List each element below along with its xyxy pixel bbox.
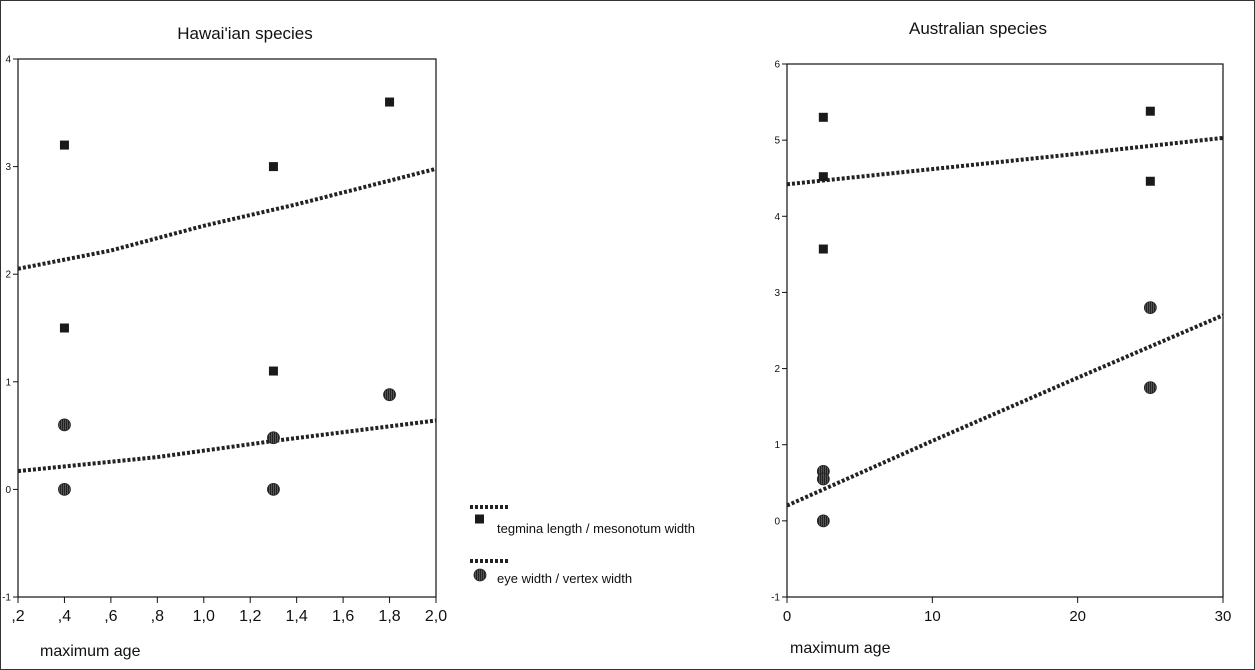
y-tick-label: 3	[5, 162, 11, 173]
y-tick-label: 4	[5, 55, 11, 66]
data-point-square	[818, 112, 828, 122]
chart-title: Australian species	[909, 19, 1047, 38]
y-tick-label: 1	[774, 440, 780, 451]
x-tick-label: 2,0	[425, 608, 447, 625]
data-point-circle	[58, 482, 71, 496]
x-tick-label: 30	[1215, 608, 1232, 625]
y-tick-label: -1	[771, 593, 780, 604]
x-tick-label: 0	[783, 608, 791, 625]
data-point-square	[818, 244, 828, 254]
y-tick-label: 0	[5, 485, 11, 496]
plot-area	[786, 63, 1224, 598]
x-tick-label: 1,0	[193, 608, 215, 625]
x-tick-label: 20	[1069, 608, 1086, 625]
data-point-circle	[58, 418, 71, 432]
legend-entry: eye width / vertex width	[470, 559, 632, 586]
data-point-circle	[816, 472, 830, 486]
x-tick-label: 1,6	[332, 608, 354, 625]
legend-marker-circle	[473, 568, 487, 582]
series-square	[786, 106, 1224, 254]
x-tick-label: ,8	[151, 608, 164, 625]
plot-area	[17, 58, 437, 598]
data-point-square	[818, 172, 828, 182]
data-point-square	[59, 140, 69, 150]
data-point-circle	[1143, 381, 1157, 395]
legend-marker-square	[475, 514, 484, 524]
y-tick-label: 2	[5, 270, 11, 281]
x-axis-label: maximum age	[790, 640, 891, 657]
trend-line	[786, 313, 1224, 508]
y-tick-label: 5	[774, 136, 780, 147]
legend-label: tegmina length / mesonotum width	[497, 521, 695, 536]
y-tick-label: -1	[2, 593, 11, 604]
series-circle	[17, 388, 437, 496]
data-point-square	[59, 323, 69, 333]
trend-line	[17, 166, 437, 271]
y-tick-label: 1	[5, 377, 11, 388]
data-point-circle	[267, 482, 280, 496]
y-tick-label: 4	[774, 212, 780, 223]
x-tick-label: ,4	[58, 608, 71, 625]
data-point-circle	[1143, 301, 1157, 315]
y-tick-label: 3	[774, 288, 780, 299]
x-tick-label: 1,4	[286, 608, 308, 625]
chart-title: Hawai'ian species	[177, 24, 313, 43]
trend-line	[17, 418, 437, 474]
y-tick-label: 2	[774, 364, 780, 375]
data-point-square	[268, 162, 278, 172]
series-circle	[786, 301, 1224, 528]
y-tick-label: 6	[774, 60, 780, 71]
legend-label: eye width / vertex width	[497, 571, 632, 586]
chart-hawaiian: Hawai'ian species -1 0 1 2 3 4 ,2 ,4 ,6 ,8 1,0 1,2 1,…	[2, 24, 447, 660]
series-square	[17, 97, 437, 376]
x-tick-label: ,2	[11, 608, 24, 625]
y-tick-label: 0	[774, 516, 780, 527]
x-tick-label: 10	[924, 608, 941, 625]
data-point-circle	[383, 388, 396, 402]
data-point-square	[1145, 176, 1155, 186]
x-axis-label: maximum age	[40, 643, 141, 660]
x-tick-label: 1,8	[378, 608, 400, 625]
x-tick-label: ,6	[104, 608, 117, 625]
data-point-square	[1145, 106, 1155, 116]
data-point-circle	[816, 514, 830, 528]
data-point-square	[268, 366, 278, 376]
data-point-square	[385, 97, 395, 107]
data-point-circle	[267, 431, 280, 445]
legend: tegmina length / mesonotum width eye widt…	[470, 505, 695, 586]
x-tick-label: 1,2	[239, 608, 261, 625]
trend-line	[786, 135, 1224, 187]
legend-entry: tegmina length / mesonotum width	[470, 505, 695, 536]
